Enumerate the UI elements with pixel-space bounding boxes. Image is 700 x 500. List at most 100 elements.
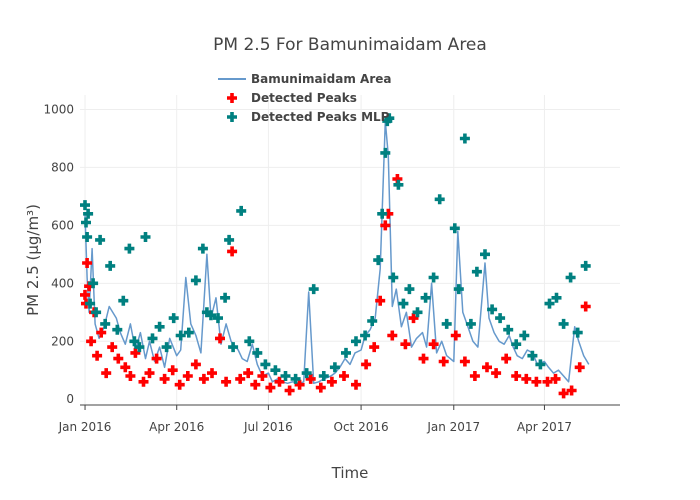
peak-mlp-marker: [360, 330, 371, 341]
peak-mlp-marker: [88, 278, 99, 289]
peak-marker: [151, 353, 162, 364]
peak-mlp-marker: [453, 284, 464, 295]
peak-mlp-marker: [308, 284, 319, 295]
y-tick-label: 200: [51, 334, 74, 348]
y-axis-title: PM 2.5 (μg/m³): [24, 204, 42, 316]
peak-marker: [82, 258, 93, 268]
peak-mlp-marker: [572, 327, 583, 338]
peak-mlp-marker: [487, 304, 498, 315]
peak-marker: [408, 313, 419, 324]
x-tick-label: Jan 2017: [426, 420, 480, 434]
peak-mlp-marker: [206, 310, 216, 321]
peak-mlp-marker: [82, 232, 93, 242]
peak-mlp-marker: [503, 324, 514, 335]
peak-marker: [96, 327, 107, 338]
peak-mlp-marker: [459, 133, 470, 144]
legend: Bamunimaidam Area Detected Peaks Detecte…: [218, 72, 391, 124]
peak-mlp-marker: [428, 272, 439, 283]
peak-mlp-marker: [244, 336, 255, 347]
peak-marker: [326, 376, 337, 387]
peak-mlp-marker: [183, 327, 194, 338]
peak-mlp-marker: [341, 347, 351, 358]
peak-mlp-marker: [301, 368, 312, 379]
peak-marker: [235, 373, 246, 384]
peak-marker: [580, 301, 591, 312]
series-detected-peaks-mlp: [80, 113, 591, 384]
peak-mlp-marker: [558, 318, 569, 329]
x-tick-label: Jul 2016: [243, 420, 293, 434]
peak-mlp-marker: [382, 116, 393, 127]
peak-mlp-marker: [373, 255, 384, 266]
peak-marker: [101, 368, 112, 379]
peak-mlp-marker: [377, 208, 388, 219]
peak-mlp-marker: [197, 243, 208, 254]
peak-mlp-marker: [565, 272, 576, 283]
peak-mlp-marker: [290, 373, 301, 384]
peak-mlp-marker: [420, 292, 431, 303]
peak-mlp-marker: [367, 316, 378, 326]
y-tick-label: 1000: [43, 102, 74, 116]
x-tick-label: Apr 2016: [149, 420, 204, 434]
peak-mlp-marker: [260, 359, 271, 370]
peak-mlp-marker: [388, 272, 399, 283]
chart-title: PM 2.5 For Bamunimaidam Area: [213, 35, 487, 55]
peak-mlp-marker: [380, 147, 391, 158]
legend-swatch-peaks: [227, 93, 237, 103]
y-tick-label: 400: [51, 276, 74, 290]
peak-mlp-marker: [134, 342, 145, 353]
peak-marker: [574, 362, 585, 373]
peak-mlp-marker: [91, 307, 102, 318]
peak-marker: [501, 353, 512, 364]
peak-mlp-marker: [519, 330, 530, 341]
x-tick-label: Jan 2016: [58, 420, 112, 434]
peak-mlp-marker: [329, 362, 340, 373]
peak-marker: [215, 333, 225, 344]
peak-mlp-marker: [252, 347, 263, 358]
peak-mlp-marker: [129, 336, 140, 347]
peak-mlp-marker: [201, 307, 212, 318]
peak-marker: [107, 342, 118, 353]
peak-marker: [387, 330, 398, 341]
y-tick-label: 0: [66, 392, 74, 406]
peak-mlp-marker: [449, 223, 460, 234]
peak-marker: [511, 371, 522, 381]
peak-marker: [369, 342, 380, 353]
peak-marker: [428, 339, 439, 350]
x-axis-title: Time: [331, 464, 369, 482]
peak-marker: [190, 359, 201, 370]
peak-mlp-marker: [80, 200, 90, 211]
peak-mlp-marker: [551, 292, 562, 303]
peak-mlp-marker: [398, 298, 409, 309]
peak-marker: [450, 330, 461, 341]
peak-marker: [550, 373, 561, 384]
peak-marker: [542, 376, 553, 387]
peak-mlp-marker: [118, 295, 129, 306]
peak-marker: [92, 350, 103, 361]
peak-marker: [418, 353, 429, 364]
series-detected-peaks: [80, 174, 591, 399]
peak-mlp-marker: [384, 113, 395, 124]
peak-marker: [84, 281, 95, 292]
peak-mlp-marker: [434, 194, 445, 205]
peak-mlp-marker: [236, 205, 247, 216]
peak-mlp-marker: [471, 266, 482, 277]
peak-mlp-marker: [168, 313, 179, 324]
peak-mlp-marker: [270, 365, 281, 376]
peak-mlp-marker: [318, 371, 329, 381]
peak-marker: [221, 376, 232, 387]
peak-marker: [250, 379, 261, 390]
legend-label-line: Bamunimaidam Area: [251, 72, 391, 86]
peak-marker: [274, 376, 285, 387]
peak-marker: [566, 385, 577, 396]
peak-mlp-marker: [105, 260, 116, 271]
peak-marker: [243, 368, 254, 379]
peak-mlp-marker: [224, 234, 235, 245]
peak-mlp-marker: [580, 260, 591, 271]
peak-marker: [392, 174, 403, 184]
peak-mlp-marker: [280, 371, 291, 381]
peak-mlp-marker: [465, 318, 476, 329]
legend-label-peaks-mlp: Detected Peaks MLP: [251, 110, 390, 124]
peak-mlp-marker: [124, 243, 135, 254]
peak-marker: [438, 356, 449, 367]
